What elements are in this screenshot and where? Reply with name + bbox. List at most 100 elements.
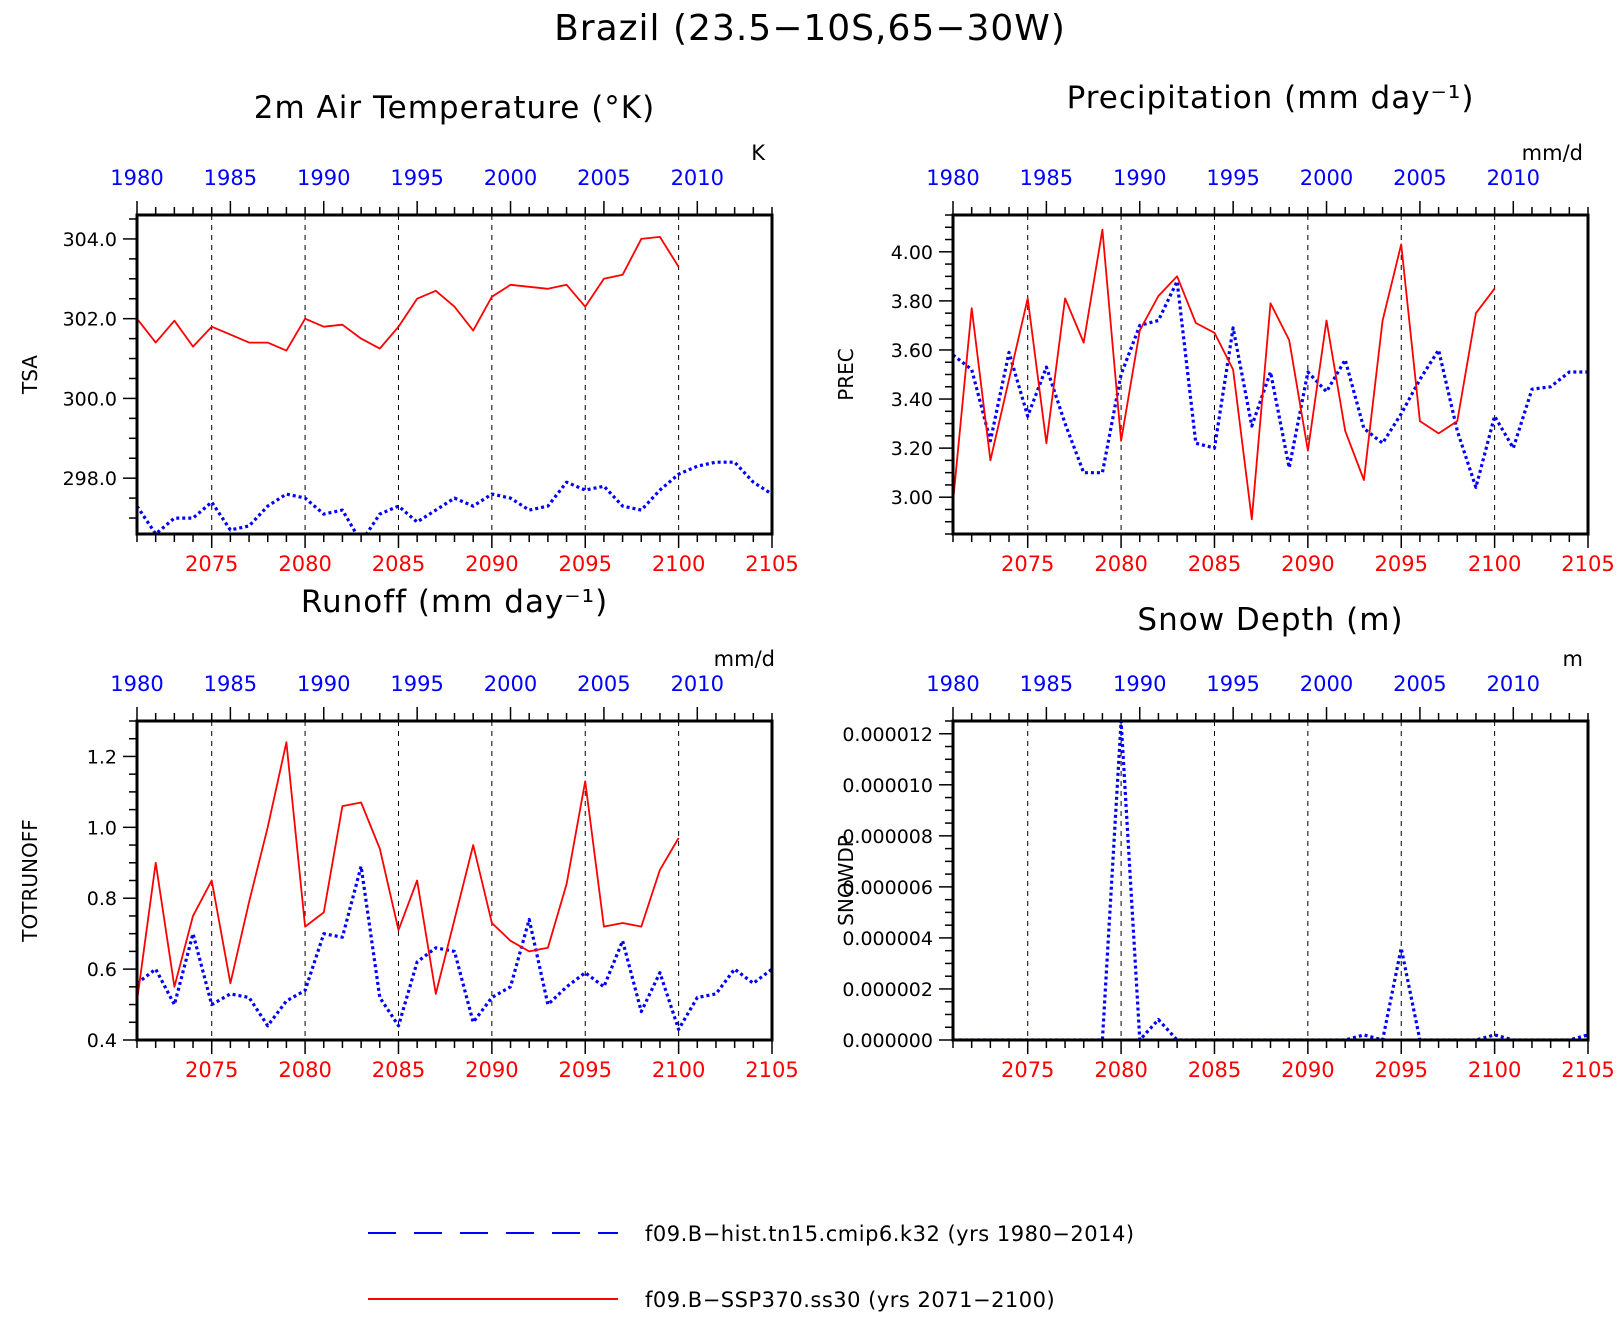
x-tick-label-bottom: 2075: [185, 552, 238, 576]
y-tick-label: 300.0: [63, 388, 117, 410]
series-line-ssp: [137, 235, 680, 352]
y-tick-label: 3.40: [891, 389, 933, 411]
x-tick-label-bottom: 2090: [465, 552, 518, 576]
panel-title: 2m Air Temperature (°K): [254, 90, 655, 126]
x-tick-label-top: 2000: [1300, 166, 1353, 190]
x-tick-label-top: 1990: [297, 166, 350, 190]
x-tick-label-top: 2010: [1487, 672, 1540, 696]
x-tick-label-bottom: 2085: [372, 552, 425, 576]
x-tick-label-bottom: 2100: [652, 1058, 705, 1082]
series-line-ssp: [137, 741, 680, 1002]
x-tick-label-top: 2000: [1300, 672, 1353, 696]
x-tick-label-bottom: 2080: [1094, 1058, 1147, 1082]
x-tick-label-top: 1980: [110, 672, 163, 696]
x-tick-label-bottom: 2080: [278, 552, 331, 576]
legend: f09.B−hist.tn15.cmip6.k32 (yrs 1980−2014…: [368, 1222, 1135, 1312]
y-tick-label: 3.20: [891, 438, 933, 460]
y-tick-label: 4.00: [891, 242, 933, 264]
x-tick-label-bottom: 2105: [1561, 1058, 1614, 1082]
x-tick-label-top: 1990: [1113, 166, 1166, 190]
x-tick-label-top: 2010: [671, 166, 724, 190]
y-tick-label: 0.000000: [842, 1030, 933, 1052]
y-tick-label: 3.60: [891, 340, 933, 362]
x-tick-label-top: 2000: [484, 166, 537, 190]
y-tick-label: 1.0: [87, 817, 117, 839]
chart-panel-2: Precipitation (mm day⁻¹) mm/d PREC 2075 2080…: [834, 80, 1615, 576]
x-tick-label-bottom: 2085: [1188, 1058, 1241, 1082]
y-tick-label: 0.8: [87, 888, 117, 910]
chart-panel-3: Runoff (mm day⁻¹) mm/d TOTRUNOFF 2075 2080 20…: [18, 584, 799, 1082]
x-tick-label-bottom: 2100: [652, 552, 705, 576]
x-tick-label-top: 1990: [297, 672, 350, 696]
y-tick-label: 1.2: [87, 746, 117, 768]
x-tick-label-top: 1985: [1020, 166, 1073, 190]
x-tick-label-bottom: 2090: [1281, 552, 1334, 576]
y-tick-label: 302.0: [63, 309, 117, 331]
panel-title: Snow Depth (m): [1137, 602, 1403, 638]
x-tick-label-bottom: 2105: [745, 552, 798, 576]
x-tick-label-top: 1995: [1206, 166, 1259, 190]
x-tick-label-bottom: 2080: [278, 1058, 331, 1082]
y-tick-label: 0.000004: [842, 928, 933, 950]
units-label: K: [751, 141, 766, 165]
x-tick-label-top: 2005: [1393, 166, 1446, 190]
chart-panels: 2m Air Temperature (°K) K TSA 2075 2080 2085 2…: [18, 80, 1615, 1082]
series-line-hist: [137, 864, 772, 1032]
panel-title: Precipitation (mm day⁻¹): [1067, 80, 1475, 116]
figure-title: Brazil (23.5−10S,65−30W): [554, 8, 1066, 49]
y-tick-label: 298.0: [63, 468, 117, 490]
y-axis-label: PREC: [834, 348, 858, 401]
x-tick-label-bottom: 2080: [1094, 552, 1147, 576]
x-tick-label-bottom: 2095: [559, 1058, 612, 1082]
x-tick-label-bottom: 2075: [1001, 552, 1054, 576]
x-tick-label-top: 1985: [204, 166, 257, 190]
y-axis-label: SNOWDP: [834, 835, 858, 926]
x-tick-label-top: 1995: [1206, 672, 1259, 696]
y-tick-label: 0.000012: [842, 724, 933, 746]
x-tick-label-bottom: 2095: [1375, 1058, 1428, 1082]
x-tick-label-bottom: 2105: [745, 1058, 798, 1082]
plot-frame: [951, 719, 1590, 1042]
x-tick-label-top: 2005: [577, 672, 630, 696]
series-line-hist: [953, 721, 1588, 1040]
units-label: mm/d: [714, 647, 775, 671]
chart-panel-4: Snow Depth (m) m SNOWDP 2075 2080 2085 2090 209…: [834, 602, 1615, 1082]
x-tick-label-top: 1990: [1113, 672, 1166, 696]
x-tick-label-top: 1995: [390, 166, 443, 190]
plot-frame: [135, 719, 774, 1042]
y-tick-label: 0.000010: [842, 775, 933, 797]
legend-label-ssp: f09.B−SSP370.ss30 (yrs 2071−2100): [645, 1288, 1055, 1312]
x-tick-label-top: 2000: [484, 672, 537, 696]
y-tick-label: 0.4: [87, 1030, 117, 1052]
y-axis-label: TOTRUNOFF: [18, 819, 42, 942]
x-tick-label-bottom: 2085: [372, 1058, 425, 1082]
x-tick-label-bottom: 2100: [1468, 1058, 1521, 1082]
x-tick-label-top: 2005: [577, 166, 630, 190]
chart-panel-1: 2m Air Temperature (°K) K TSA 2075 2080 2085 2…: [18, 90, 799, 576]
legend-label-hist: f09.B−hist.tn15.cmip6.k32 (yrs 1980−2014…: [645, 1222, 1135, 1246]
x-tick-label-bottom: 2100: [1468, 552, 1521, 576]
x-tick-label-bottom: 2090: [1281, 1058, 1334, 1082]
series-line-hist: [137, 460, 772, 534]
x-tick-label-top: 2005: [1393, 672, 1446, 696]
y-tick-label: 3.80: [891, 291, 933, 313]
x-tick-label-top: 1980: [926, 166, 979, 190]
x-tick-label-bottom: 2075: [1001, 1058, 1054, 1082]
x-tick-label-bottom: 2085: [1188, 552, 1241, 576]
x-tick-label-bottom: 2095: [559, 552, 612, 576]
series-line-ssp: [953, 228, 1496, 521]
units-label: m: [1563, 647, 1583, 671]
x-tick-label-top: 2010: [671, 672, 724, 696]
y-tick-label: 0.000006: [842, 877, 933, 899]
y-tick-label: 304.0: [63, 229, 117, 251]
y-axis-label: TSA: [18, 355, 42, 395]
x-tick-label-top: 1980: [110, 166, 163, 190]
panel-title: Runoff (mm day⁻¹): [301, 584, 608, 620]
y-tick-label: 0.000008: [842, 826, 933, 848]
y-tick-label: 0.000002: [842, 979, 933, 1001]
x-tick-label-top: 2010: [1487, 166, 1540, 190]
x-tick-label-top: 1985: [1020, 672, 1073, 696]
units-label: mm/d: [1522, 141, 1583, 165]
x-tick-label-bottom: 2095: [1375, 552, 1428, 576]
y-tick-label: 3.00: [891, 487, 933, 509]
